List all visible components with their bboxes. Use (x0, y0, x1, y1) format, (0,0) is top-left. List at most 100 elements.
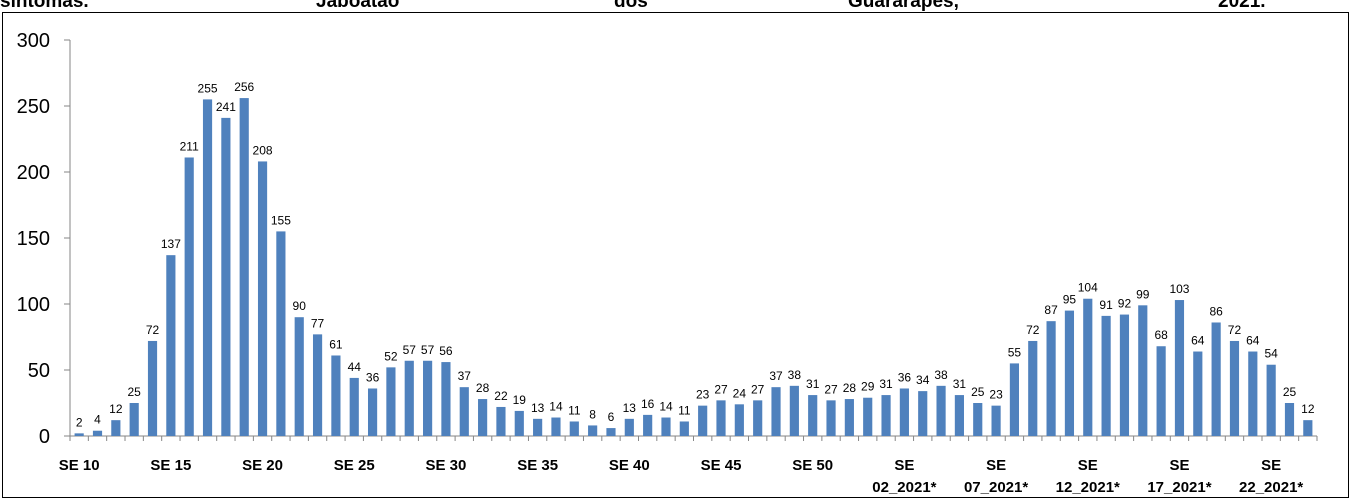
data-label: 77 (311, 316, 325, 330)
bar (698, 405, 708, 436)
bar (844, 399, 854, 436)
x-tick-label: 22_2021* (1239, 479, 1303, 496)
bar (221, 117, 231, 436)
data-label: 23 (696, 388, 710, 402)
bar (386, 367, 396, 436)
data-label: 6 (608, 410, 615, 424)
bar (679, 421, 689, 436)
data-label: 25 (971, 385, 985, 399)
x-tick-label: SE 15 (150, 457, 191, 474)
y-tick-label: 0 (39, 426, 50, 448)
caption-fragment: 2021. (1218, 0, 1266, 12)
bar (257, 161, 268, 436)
x-tick-label: 02_2021* (872, 479, 936, 496)
data-label: 256 (234, 80, 254, 94)
data-label: 11 (678, 403, 691, 417)
bar (753, 400, 763, 436)
bar (276, 231, 286, 436)
data-label: 36 (898, 370, 912, 384)
data-label: 104 (1078, 281, 1098, 295)
bar (1083, 298, 1093, 436)
data-label: 27 (824, 382, 838, 396)
data-label: 137 (161, 237, 181, 251)
y-tick-label: 200 (17, 162, 50, 184)
x-tick-label: SE (894, 457, 914, 474)
data-label: 72 (1026, 323, 1040, 337)
bar (661, 417, 671, 436)
x-tick-label: SE 30 (425, 457, 466, 474)
data-label: 44 (348, 360, 362, 374)
bar (1046, 321, 1056, 436)
data-label: 56 (439, 344, 453, 358)
bar (423, 360, 433, 436)
data-label: 14 (549, 400, 563, 414)
data-label: 52 (384, 349, 398, 363)
bar (954, 395, 964, 436)
data-label: 38 (934, 368, 948, 382)
y-tick-label: 300 (17, 30, 50, 52)
x-tick-label: SE 20 (242, 457, 283, 474)
bar (1064, 310, 1075, 436)
bar (111, 420, 121, 436)
data-label: 92 (1118, 297, 1132, 311)
data-label: 31 (806, 377, 820, 391)
bar (404, 360, 414, 436)
data-label: 61 (329, 337, 343, 351)
data-label: 86 (1209, 304, 1223, 318)
data-label: 55 (1008, 345, 1022, 359)
x-tick-label: 12_2021* (1056, 479, 1120, 496)
data-label: 57 (403, 343, 417, 357)
data-label: 95 (1063, 293, 1077, 307)
data-label: 27 (751, 382, 765, 396)
data-label: 155 (271, 213, 291, 227)
data-label: 91 (1099, 298, 1113, 312)
x-tick-label: SE 10 (59, 457, 100, 474)
data-label: 8 (589, 407, 596, 421)
bar (899, 388, 909, 436)
x-tick-label: SE 25 (334, 457, 375, 474)
bar (1284, 403, 1295, 436)
bar (496, 406, 506, 436)
bar (643, 414, 653, 436)
data-label: 2 (76, 415, 83, 429)
bar (863, 397, 873, 436)
bar (1266, 364, 1276, 436)
data-label: 54 (1264, 347, 1278, 361)
bar (514, 410, 524, 436)
bar (1101, 315, 1111, 436)
bar (367, 388, 378, 436)
x-tick-label: 17_2021* (1147, 479, 1211, 496)
data-label: 34 (916, 373, 930, 387)
data-label: 16 (641, 397, 655, 411)
caption-fragment-row: sintomas. Jaboatão dos Guararapes, 2021. (0, 0, 1353, 20)
bar (588, 425, 598, 436)
x-tick-label: SE 50 (792, 457, 833, 474)
data-label: 29 (861, 380, 875, 394)
data-label: 27 (714, 382, 728, 396)
data-label: 208 (253, 143, 273, 157)
data-label: 103 (1169, 282, 1189, 296)
bar (1248, 351, 1258, 436)
data-label: 4 (94, 413, 101, 427)
data-label: 90 (293, 299, 307, 313)
bar (129, 403, 139, 436)
bar (1156, 346, 1166, 436)
x-tick-label: SE (1261, 457, 1281, 474)
bar (973, 403, 983, 436)
data-label: 13 (531, 401, 545, 415)
bar (441, 362, 451, 436)
data-label: 31 (953, 377, 967, 391)
y-tick-label: 50 (28, 360, 50, 382)
caption-fragment: dos (614, 0, 648, 12)
bar (551, 417, 561, 436)
data-label: 241 (216, 100, 236, 114)
x-tick-label: SE (1169, 457, 1189, 474)
data-label: 25 (1283, 385, 1297, 399)
data-label: 38 (788, 368, 802, 382)
bar (294, 317, 304, 436)
bar (349, 377, 359, 436)
bar (624, 418, 634, 436)
data-label: 31 (879, 377, 893, 391)
bar (166, 255, 176, 436)
data-label: 57 (421, 343, 435, 357)
